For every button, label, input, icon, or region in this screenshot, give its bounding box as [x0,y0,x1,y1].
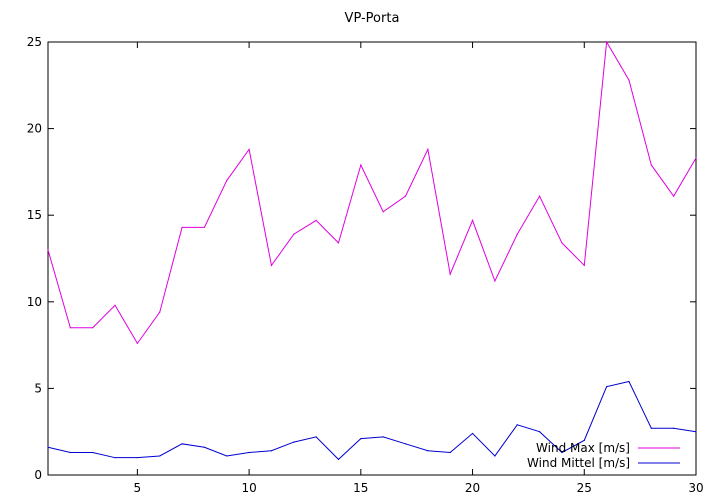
data-point [494,455,496,457]
chart-title: VP-Porta [345,11,400,26]
data-point [203,226,206,228]
data-point [449,451,451,454]
data-point [606,41,608,43]
y-tick-label: 5 [34,381,42,395]
x-tick-label: 25 [577,481,592,495]
data-point [538,431,541,433]
data-point [561,451,563,454]
y-tick-label: 10 [27,295,42,309]
data-point [628,380,630,383]
legend-label: Wind Max [m/s] [536,441,630,455]
legend-label: Wind Mittel [m/s] [527,456,630,470]
data-point [203,446,206,448]
data-point [248,148,250,150]
series-wind-mittel [47,380,697,461]
data-point [248,451,250,454]
x-tick-label: 15 [353,481,368,495]
x-tick-label: 20 [465,481,480,495]
data-point [47,249,49,251]
data-point [516,424,518,426]
y-tick-label: 0 [34,468,42,482]
x-tick-label: 10 [241,481,256,495]
data-point [181,443,183,445]
axes: 5 10 15 20 25 30 0 5 10 15 20 25 [27,35,704,495]
data-point [337,242,340,244]
data-point [293,441,295,443]
data-point [471,219,474,221]
data-point [315,219,317,221]
data-point [293,233,295,235]
series-lines [47,40,697,461]
series-line [47,40,697,345]
data-point [673,195,675,197]
data-point [181,226,183,228]
legend: Wind Max [m/s]Wind Mittel [m/s] [527,441,680,470]
data-point [427,148,429,150]
y-tick-label: 15 [27,208,42,222]
series-line [47,380,697,461]
data-point [47,446,49,448]
data-point [337,458,340,461]
data-point [270,450,273,452]
plot-frame [47,41,697,476]
data-point [270,264,273,267]
data-point [382,436,384,438]
data-point [516,233,518,235]
data-point [69,451,71,454]
data-point [673,427,675,429]
data-point [606,386,608,388]
data-point [159,455,161,457]
series-wind-max [47,40,697,345]
data-point [360,438,362,440]
y-tick-label: 25 [27,35,42,49]
data-point [583,264,585,267]
data-point [404,195,407,197]
data-point [114,304,116,306]
data-point [159,311,161,313]
data-point [360,164,362,166]
data-point [583,439,585,441]
x-tick-label: 30 [688,481,703,495]
data-point [226,455,228,457]
x-tick-label: 5 [134,481,142,495]
data-point [92,327,94,329]
y-tick-label: 20 [27,122,42,136]
data-point [315,436,317,438]
data-point [471,432,474,435]
data-point [650,164,652,166]
data-point [449,273,451,275]
data-point [695,431,697,433]
data-point [382,211,384,213]
data-point [114,457,116,459]
data-point [92,451,94,454]
data-point [136,342,138,344]
data-point [650,427,652,429]
data-point [695,157,697,159]
data-point [136,457,138,459]
data-point [538,195,541,197]
data-point [494,280,496,282]
data-point [69,327,71,329]
data-point [561,242,563,244]
data-point [427,450,429,452]
data-point [628,79,630,81]
data-point [226,179,228,182]
data-point [404,443,407,445]
